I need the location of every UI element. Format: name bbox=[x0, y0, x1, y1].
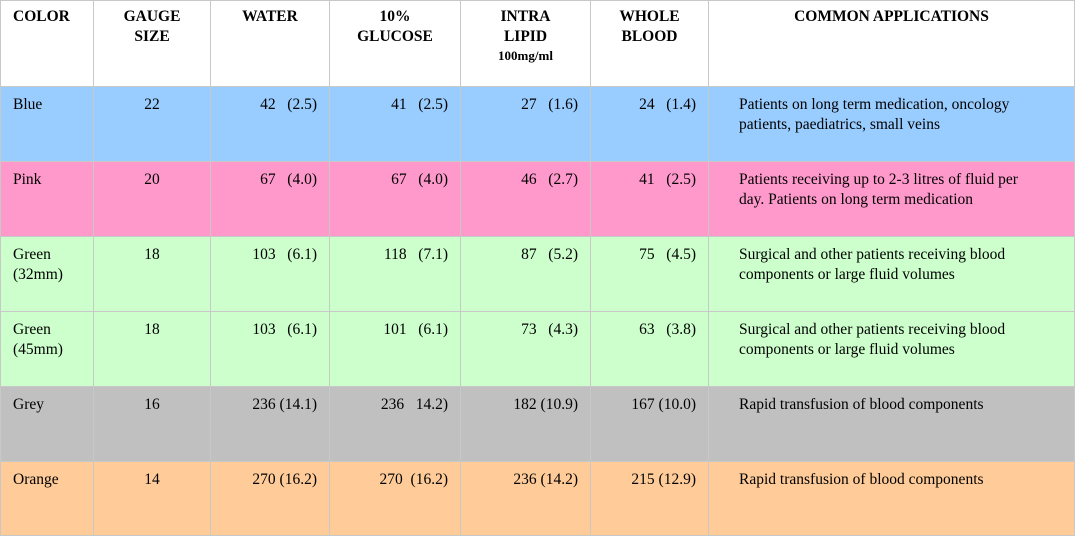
header-lipid-line2: LIPID bbox=[503, 28, 548, 45]
lipid-rate-cell: 27 (1.6) bbox=[460, 86, 591, 162]
gauge-size-cell: 16 bbox=[93, 386, 211, 462]
table-row-green-32mm: Green (32mm) 18 103 (6.1) 118 (7.1) 87 (… bbox=[0, 236, 1075, 312]
lipid-rate-cell: 182 (10.9) bbox=[460, 386, 591, 462]
applications-line1: Surgical and other patients receiving bl… bbox=[739, 321, 1006, 338]
applications-line1: Patients receiving up to 2-3 litres of f… bbox=[739, 171, 1018, 188]
blood-rate-cell: 41 (2.5) bbox=[590, 161, 709, 237]
table-row-pink: Pink 20 67 (4.0) 67 (4.0) 46 (2.7) 41 (2… bbox=[0, 161, 1075, 237]
color-name-cell: Pink bbox=[0, 161, 94, 237]
color-name-cell: Green (45mm) bbox=[0, 311, 94, 387]
water-rate-cell: 236 (14.1) bbox=[210, 386, 330, 462]
header-water-label: WATER bbox=[242, 8, 298, 25]
applications-line2: components or large fluid volumes bbox=[739, 266, 955, 283]
header-glucose-line1: 10% bbox=[379, 8, 411, 25]
color-name-line1: Green bbox=[13, 246, 51, 263]
header-glucose: 10% GLUCOSE bbox=[329, 0, 461, 87]
color-name-line1: Pink bbox=[13, 171, 42, 188]
color-name-cell: Green (32mm) bbox=[0, 236, 94, 312]
header-lipid-line1: INTRA bbox=[500, 8, 551, 25]
header-row: COLOR GAUGE SIZE WATER 10% GLUCOSE INTRA… bbox=[0, 0, 1075, 87]
blood-rate-cell: 75 (4.5) bbox=[590, 236, 709, 312]
header-gauge-line2: SIZE bbox=[134, 28, 170, 45]
header-gauge-size: GAUGE SIZE bbox=[93, 0, 211, 87]
table-row-green-45mm: Green (45mm) 18 103 (6.1) 101 (6.1) 73 (… bbox=[0, 311, 1075, 387]
blood-rate-cell: 215 (12.9) bbox=[590, 461, 709, 536]
applications-cell: Surgical and other patients receiving bl… bbox=[708, 311, 1075, 387]
gauge-size-cell: 14 bbox=[93, 461, 211, 536]
applications-cell: Surgical and other patients receiving bl… bbox=[708, 236, 1075, 312]
color-name-cell: Blue bbox=[0, 86, 94, 162]
header-blood-line2: BLOOD bbox=[621, 28, 678, 45]
water-rate-cell: 42 (2.5) bbox=[210, 86, 330, 162]
header-applications-label: COMMON APPLICATIONS bbox=[794, 8, 989, 25]
lipid-rate-cell: 87 (5.2) bbox=[460, 236, 591, 312]
header-water: WATER bbox=[210, 0, 330, 87]
applications-cell: Patients on long term medication, oncolo… bbox=[708, 86, 1075, 162]
lipid-rate-cell: 46 (2.7) bbox=[460, 161, 591, 237]
gauge-size-cell: 22 bbox=[93, 86, 211, 162]
applications-line1: Surgical and other patients receiving bl… bbox=[739, 246, 1006, 263]
glucose-rate-cell: 236 14.2) bbox=[329, 386, 461, 462]
color-name-cell: Orange bbox=[0, 461, 94, 536]
gauge-size-cell: 18 bbox=[93, 311, 211, 387]
applications-cell: Rapid transfusion of blood components bbox=[708, 461, 1075, 536]
header-blood-line1: WHOLE bbox=[619, 8, 680, 25]
header-intra-lipid: INTRA LIPID 100mg/ml bbox=[460, 0, 591, 87]
water-rate-cell: 67 (4.0) bbox=[210, 161, 330, 237]
color-name-line1: Orange bbox=[13, 471, 59, 488]
lipid-rate-cell: 73 (4.3) bbox=[460, 311, 591, 387]
water-rate-cell: 103 (6.1) bbox=[210, 236, 330, 312]
gauge-size-cell: 18 bbox=[93, 236, 211, 312]
water-rate-cell: 103 (6.1) bbox=[210, 311, 330, 387]
blood-rate-cell: 63 (3.8) bbox=[590, 311, 709, 387]
color-name-line1: Blue bbox=[13, 96, 43, 113]
applications-line2: patients, paediatrics, small veins bbox=[739, 116, 941, 133]
glucose-rate-cell: 67 (4.0) bbox=[329, 161, 461, 237]
header-common-applications: COMMON APPLICATIONS bbox=[708, 0, 1075, 87]
blood-rate-cell: 24 (1.4) bbox=[590, 86, 709, 162]
glucose-rate-cell: 101 (6.1) bbox=[329, 311, 461, 387]
header-lipid-unit: 100mg/ml bbox=[498, 48, 553, 63]
applications-line1: Rapid transfusion of blood components bbox=[739, 471, 984, 488]
color-name-cell: Grey bbox=[0, 386, 94, 462]
color-name-line2: (32mm) bbox=[13, 266, 63, 283]
applications-line1: Rapid transfusion of blood components bbox=[739, 396, 984, 413]
color-name-line1: Green bbox=[13, 321, 51, 338]
table-row-orange: Orange 14 270 (16.2) 270 (16.2) 236 (14.… bbox=[0, 461, 1075, 536]
blood-rate-cell: 167 (10.0) bbox=[590, 386, 709, 462]
applications-line2: day. Patients on long term medication bbox=[739, 191, 974, 208]
glucose-rate-cell: 118 (7.1) bbox=[329, 236, 461, 312]
glucose-rate-cell: 41 (2.5) bbox=[329, 86, 461, 162]
applications-line2: components or large fluid volumes bbox=[739, 341, 955, 358]
header-color-label: COLOR bbox=[13, 8, 70, 25]
glucose-rate-cell: 270 (16.2) bbox=[329, 461, 461, 536]
header-glucose-line2: GLUCOSE bbox=[357, 28, 433, 45]
water-rate-cell: 270 (16.2) bbox=[210, 461, 330, 536]
color-name-line2: (45mm) bbox=[13, 341, 63, 358]
applications-line1: Patients on long term medication, oncolo… bbox=[739, 96, 1010, 113]
gauge-size-cell: 20 bbox=[93, 161, 211, 237]
header-color: COLOR bbox=[0, 0, 94, 87]
table-row-grey: Grey 16 236 (14.1) 236 14.2) 182 (10.9) … bbox=[0, 386, 1075, 462]
lipid-rate-cell: 236 (14.2) bbox=[460, 461, 591, 536]
applications-cell: Rapid transfusion of blood components bbox=[708, 386, 1075, 462]
applications-cell: Patients receiving up to 2-3 litres of f… bbox=[708, 161, 1075, 237]
header-gauge-line1: GAUGE bbox=[123, 8, 181, 25]
color-name-line1: Grey bbox=[13, 396, 44, 413]
table-row-blue: Blue 22 42 (2.5) 41 (2.5) 27 (1.6) 24 (1… bbox=[0, 86, 1075, 162]
header-whole-blood: WHOLE BLOOD bbox=[590, 0, 709, 87]
